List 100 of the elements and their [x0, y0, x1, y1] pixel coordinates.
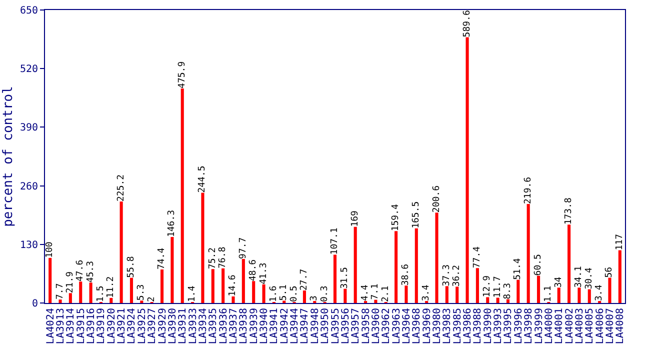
x-tick-label: LA3920 — [106, 308, 118, 344]
data-label: 34 — [554, 276, 564, 288]
bar — [302, 290, 306, 303]
x-tick-label: LA3995 — [503, 308, 514, 344]
y-tick-label: 390 — [20, 122, 38, 134]
data-label: 169 — [350, 210, 360, 227]
x-tick-label: LA3980 — [432, 308, 443, 344]
x-tick-label: LA3956 — [340, 308, 352, 344]
bar — [394, 231, 398, 303]
bar — [79, 282, 82, 303]
x-tick-label: LA3942 — [279, 308, 290, 344]
data-label: 47.6 — [76, 260, 86, 282]
x-tick-label: LA3935 — [208, 308, 220, 344]
data-label: 5.1 — [279, 284, 290, 301]
data-label: 173.8 — [564, 198, 574, 225]
bar — [496, 298, 500, 303]
x-tick-label: LA3996 — [513, 308, 524, 344]
data-label: 12.9 — [482, 276, 493, 298]
x-tick-label: LA3944 — [290, 308, 301, 344]
data-label: 1.1 — [544, 286, 554, 302]
x-tick-label: LA3941 — [269, 308, 280, 344]
x-tick-label: LA3957 — [350, 308, 362, 344]
x-tick-label: LA3913 — [56, 308, 67, 344]
data-label: 146.3 — [167, 210, 178, 238]
data-label: 48.6 — [248, 259, 259, 282]
bar — [608, 278, 612, 303]
bar — [344, 288, 347, 303]
x-tick-label: LA3933 — [188, 308, 199, 344]
bar — [232, 296, 235, 303]
x-tick-label: LA3916 — [86, 308, 98, 344]
y-tick-label: 260 — [20, 181, 38, 192]
x-tick-label: LA3968 — [412, 308, 423, 344]
data-label: 30.4 — [584, 268, 594, 290]
data-label: 41.3 — [258, 262, 269, 284]
data-label: 225.2 — [116, 174, 126, 202]
data-label: 60.5 — [534, 254, 544, 276]
x-tick-label: LA4024 — [45, 308, 56, 344]
x-tick-label: LA3960 — [370, 308, 382, 344]
data-label: 56 — [604, 266, 615, 278]
data-label: 244.5 — [198, 166, 208, 193]
bar — [476, 268, 479, 303]
x-tick-label: LA3940 — [259, 308, 270, 344]
x-tick-label: LA4007 — [604, 308, 616, 344]
bar — [618, 250, 622, 303]
x-tick-label: LA3947 — [300, 308, 311, 344]
data-label: 107.1 — [330, 228, 340, 255]
x-tick-label: LA3983 — [442, 308, 454, 344]
data-label: 475.9 — [177, 61, 188, 88]
x-tick-label: LA3937 — [228, 308, 240, 344]
data-label: 31.5 — [340, 267, 350, 289]
data-label: 589.6 — [462, 10, 472, 38]
data-label: 2.1 — [380, 286, 391, 302]
bar — [578, 288, 581, 303]
data-label: 159.4 — [391, 204, 402, 232]
x-tick-label: LA3950 — [320, 308, 332, 344]
x-tick-label: LA3915 — [76, 308, 87, 344]
bar — [506, 299, 510, 303]
bar — [170, 237, 174, 303]
bar — [89, 282, 92, 303]
x-tick-label: LA3939 — [248, 308, 260, 344]
bar — [180, 88, 184, 303]
data-label: 1.4 — [188, 286, 198, 302]
data-label: 219.6 — [523, 176, 534, 204]
data-label: 97.7 — [238, 237, 248, 259]
bar — [414, 228, 418, 303]
bar — [130, 278, 134, 303]
bar — [516, 280, 520, 303]
data-label: 7.7 — [55, 283, 66, 300]
data-label: 11.7 — [492, 276, 503, 298]
x-tick-label: LA3930 — [167, 308, 178, 344]
bar — [374, 300, 378, 303]
bar — [354, 226, 357, 303]
bar — [435, 212, 438, 303]
data-label: 8.3 — [502, 282, 513, 300]
bar — [557, 288, 560, 303]
x-tick-label: LA3990 — [482, 308, 494, 344]
y-tick-label: 0 — [32, 298, 38, 310]
bar — [120, 201, 123, 303]
data-label: 11.2 — [106, 276, 116, 298]
bar — [456, 286, 459, 303]
bar — [222, 268, 225, 303]
x-tick-label: LA3963 — [391, 308, 402, 344]
bar — [486, 297, 490, 303]
data-label: 3.4 — [422, 284, 432, 301]
x-tick-label: LA3919 — [96, 308, 108, 344]
x-tick-label: LA3925 — [136, 308, 148, 344]
x-tick-label: LA3986 — [462, 308, 474, 344]
x-tick-label: LA3921 — [116, 308, 128, 344]
data-label: 76.8 — [218, 246, 228, 268]
bar — [526, 204, 530, 303]
y-tick-label: 650 — [20, 6, 38, 16]
bar — [242, 258, 245, 303]
data-label: 165.5 — [411, 201, 422, 228]
y-axis-title: percent of control — [0, 86, 16, 227]
x-tick-label: LA3962 — [381, 308, 392, 344]
x-tick-label: LA4000 — [544, 308, 555, 344]
x-tick-label: LA4003 — [574, 308, 586, 344]
data-label: 27.7 — [299, 268, 310, 291]
bar — [588, 289, 591, 303]
data-label: 36.2 — [452, 264, 462, 287]
